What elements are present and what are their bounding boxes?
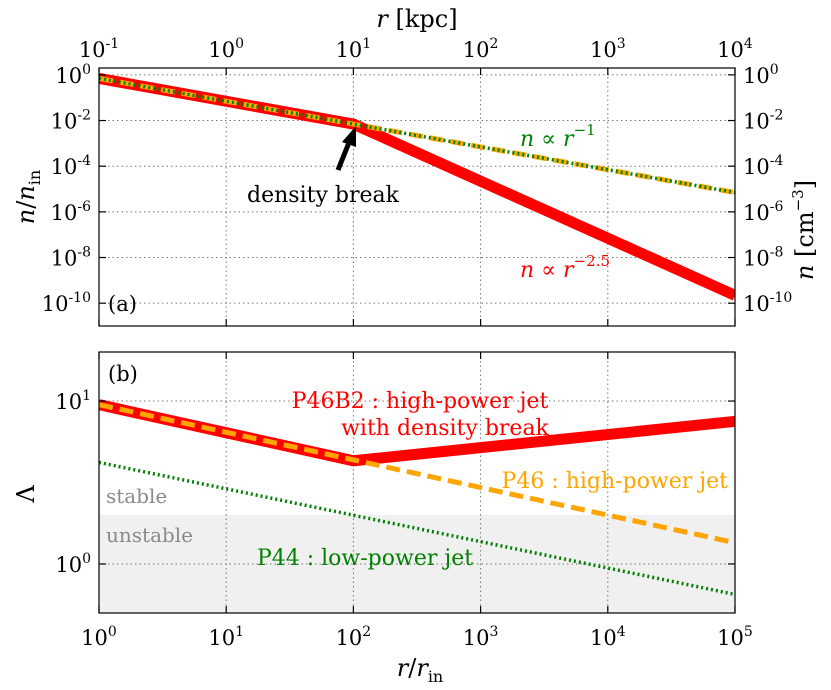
panel-b-series-line-2 (99, 460, 735, 597)
panel-a-top-xtick-label: 10-1 (79, 36, 119, 62)
annotation-p46: P46 : high-power jet (502, 469, 729, 494)
panel-a-top-xtick-label: 104 (717, 36, 753, 62)
panel-a-series-line-1 (99, 75, 735, 196)
panel-a-ytick-label: 10-6 (51, 199, 91, 225)
panel-a-top-xtick-label: 101 (336, 36, 372, 62)
panel-a-right-ytick-label: 10-4 (743, 153, 783, 179)
panel-a-top-xtick-label: 103 (590, 36, 626, 62)
panel-a-series-line-0 (99, 72, 735, 301)
panel-b-ytick-label: 101 (55, 388, 91, 414)
panel-b-frame (98, 351, 736, 614)
panel-b-series (99, 399, 735, 597)
panel-b-xtick-label: 105 (717, 624, 753, 650)
panel-b-series-line-1 (99, 402, 735, 546)
panel-a-right-ytick-label: 100 (743, 62, 779, 88)
annotation-n-r-1: n ∝ r−1 (520, 121, 596, 152)
bottom-xlabel: r/rin (397, 654, 443, 686)
panel-b-label: (b) (108, 362, 138, 386)
panel-b-xtick-label: 103 (463, 624, 499, 650)
panel-a-series (99, 72, 735, 301)
panel-b-xtick-label: 102 (336, 624, 372, 650)
panel-a-right-ytick-label: 10-2 (743, 108, 783, 134)
panel-a-right-ytick-label: 10-10 (743, 290, 792, 316)
density-break-arrowhead (342, 126, 356, 147)
label-stable: stable (106, 484, 167, 508)
label-unstable: unstable (106, 523, 193, 547)
panel-a-ylabel: n/nin (12, 170, 44, 224)
panel-a-ticks: 100 100 10-2 10-2 10-4 10-4 10-6 10-6 10-8 10-8 10… (42, 36, 792, 326)
panel-a-frame (98, 67, 736, 327)
top-xlabel: r [kpc] (376, 5, 457, 33)
right-ylabel: n [cm−3] (789, 180, 819, 280)
panel-a-label: (a) (108, 292, 137, 316)
density-break-arrow (335, 139, 353, 171)
panel-a-ytick-label: 10-10 (42, 290, 91, 316)
panel-a-right-ytick-label: 10-8 (743, 245, 783, 271)
panel-b-ticks: 100 101 100 101 102 103 104 105 (55, 352, 753, 650)
panel-a-top-xtick-label: 100 (208, 36, 244, 62)
panel-b-xtick-label: 100 (81, 624, 117, 650)
panel-b-grid (99, 352, 735, 613)
panel-a-ytick-label: 100 (55, 62, 91, 88)
panel-a: 100 100 10-2 10-2 10-4 10-4 10-6 10-6 10-8 10-8 10… (12, 5, 819, 327)
panel-b-xtick-label: 104 (590, 624, 626, 650)
panel-a-top-xtick-label: 102 (463, 36, 499, 62)
panel-b-ylabel: Λ (12, 485, 40, 504)
annotation-p44: P44 : low-power jet (257, 546, 473, 571)
panel-a-ytick-label: 10-4 (51, 153, 91, 179)
panel-a-right-ytick-label: 10-6 (743, 199, 783, 225)
annotation-density-break: density break (247, 183, 400, 208)
panel-a-grid (99, 68, 735, 326)
unstable-region (99, 514, 735, 613)
annotation-p46b2-line2: with density break (341, 416, 549, 441)
panel-a-ytick-label: 10-2 (51, 108, 91, 134)
annotation-p46b2-line1: P46B2 : high-power jet (292, 389, 549, 414)
panel-b-xtick-label: 101 (208, 624, 244, 650)
annotation-n-r-2-5: n ∝ r−2.5 (520, 252, 610, 283)
panel-b-ytick-label: 100 (55, 551, 91, 577)
panel-b: 100 101 100 101 102 103 104 105 (b) stable unst… (12, 351, 753, 686)
panel-a-ytick-label: 10-8 (51, 245, 91, 271)
